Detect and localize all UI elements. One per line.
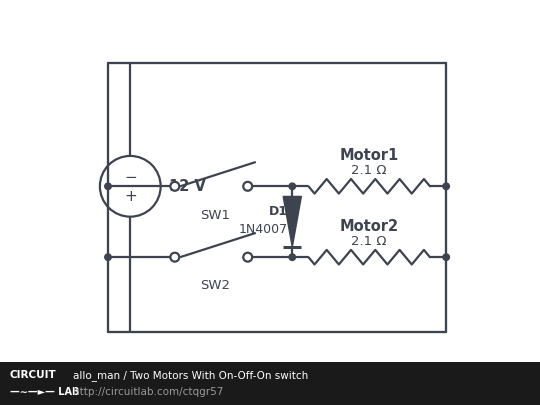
Text: −: − [124, 170, 137, 185]
Text: 12 V: 12 V [168, 179, 206, 194]
Text: Motor1: Motor1 [340, 148, 399, 164]
Circle shape [243, 253, 252, 262]
Circle shape [105, 254, 111, 260]
Text: Motor2: Motor2 [340, 219, 399, 234]
Circle shape [289, 254, 295, 260]
Circle shape [105, 183, 111, 190]
Text: 1N4007: 1N4007 [239, 222, 288, 236]
Text: SW2: SW2 [200, 279, 231, 292]
Text: 2.1 Ω: 2.1 Ω [352, 235, 387, 248]
Text: 2.1 Ω: 2.1 Ω [352, 164, 387, 177]
Text: D1: D1 [269, 205, 288, 218]
Text: SW1: SW1 [200, 209, 231, 222]
Circle shape [170, 182, 179, 191]
Text: —∼—►— LAB: —∼—►— LAB [10, 387, 79, 396]
Circle shape [443, 254, 449, 260]
Text: allo_man / Two Motors With On-Off-On switch: allo_man / Two Motors With On-Off-On swi… [73, 370, 308, 381]
Circle shape [170, 253, 179, 262]
Circle shape [443, 183, 449, 190]
Polygon shape [283, 196, 301, 247]
Text: CIRCUIT: CIRCUIT [10, 371, 57, 380]
Circle shape [243, 182, 252, 191]
Text: http://circuitlab.com/ctqgr57: http://circuitlab.com/ctqgr57 [73, 387, 223, 396]
Text: +: + [124, 189, 137, 205]
Circle shape [289, 183, 295, 190]
